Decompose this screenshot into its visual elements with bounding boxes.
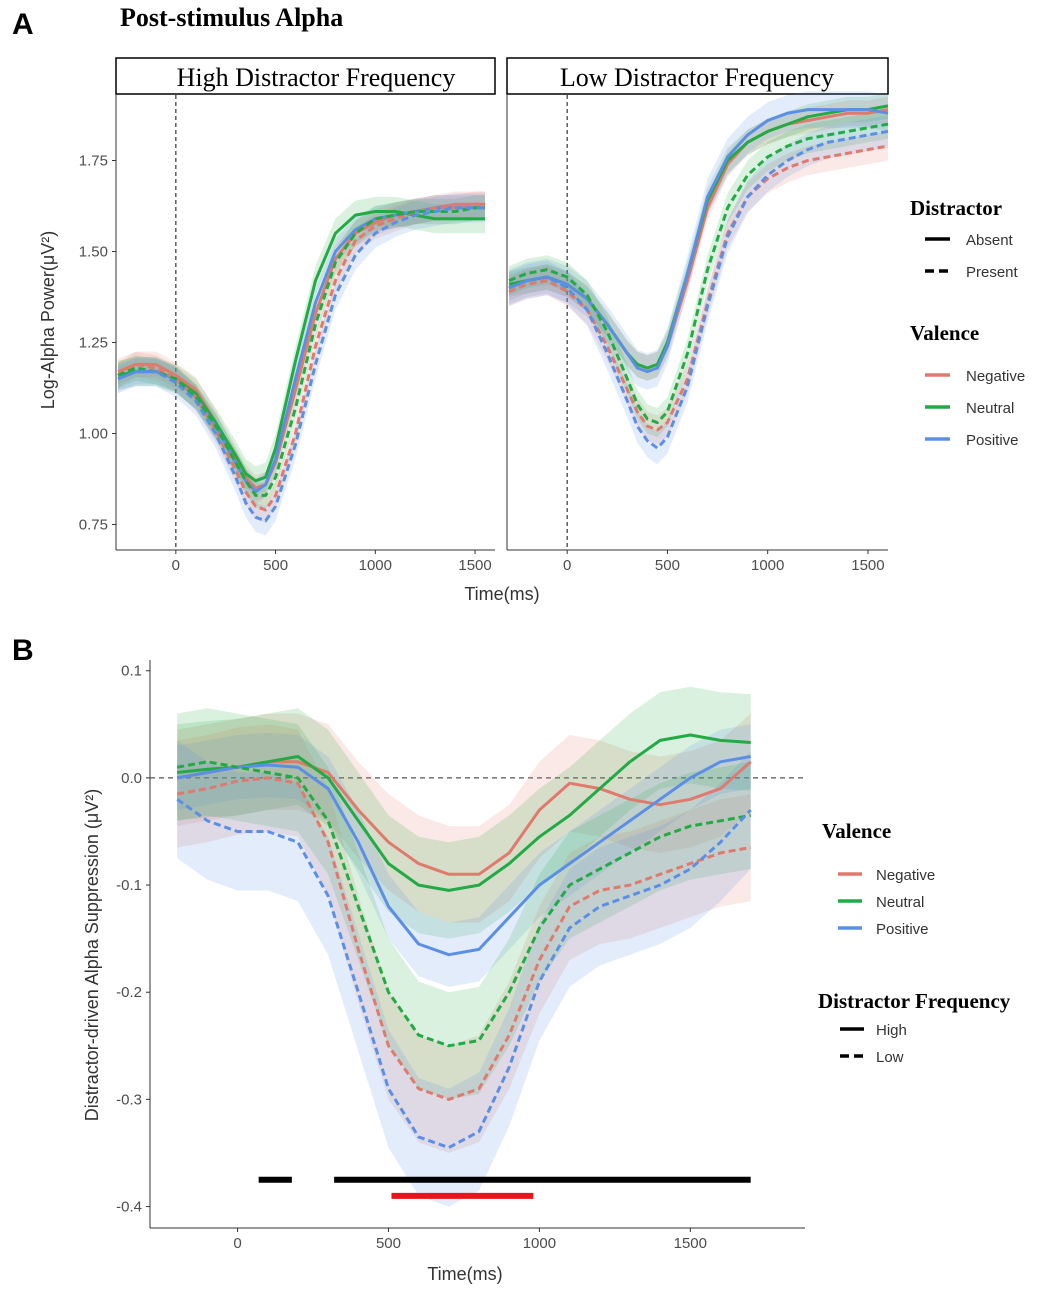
series-line-negative-low bbox=[176, 776, 751, 1101]
facet-strip-high bbox=[115, 57, 496, 95]
legend-panel-b: Valence Negative Neutral Positive Distra… bbox=[818, 819, 1011, 1066]
ribbon-positive-low bbox=[177, 740, 751, 1207]
y-tick-label--0-4: -0.4 bbox=[116, 1199, 142, 1216]
panel-b-xlabel: Time(ms) bbox=[427, 1264, 502, 1284]
legend-b-negative-label: Negative bbox=[876, 867, 935, 884]
panel-b-letter: B bbox=[12, 634, 34, 667]
x-tick-label-0: 0 bbox=[563, 557, 571, 574]
y-tick-label-1-50: 1.50 bbox=[79, 244, 108, 261]
legend-b-low-label: Low bbox=[876, 1049, 904, 1066]
ribbon-neutral-high bbox=[177, 686, 751, 939]
x-tick-label-1000: 1000 bbox=[751, 557, 784, 574]
x-tick-label-1500: 1500 bbox=[458, 557, 491, 574]
panel-b-ylabel: Distractor-driven Alpha Suppression (μV²… bbox=[82, 789, 102, 1122]
y-tick-label--0-1: -0.1 bbox=[116, 877, 142, 894]
x-tick-label-500: 500 bbox=[376, 1235, 401, 1252]
facet-label-low: Low Distractor Frequency bbox=[560, 63, 834, 92]
legend-b-neutral-label: Neutral bbox=[876, 894, 924, 911]
plot-high-frequency: 0 500 1000 1500 0.75 1.00 1.25 1.50 1.75 bbox=[79, 95, 495, 574]
x-tick-label-500: 500 bbox=[655, 557, 680, 574]
y-tick-label--0-3: -0.3 bbox=[116, 1091, 142, 1108]
ribbon-negative-present bbox=[509, 131, 888, 445]
ribbon-neutral-absent bbox=[118, 196, 485, 496]
series-line-negative-present bbox=[508, 144, 889, 432]
panel-a-ylabel: Log-Alpha Power(μV²) bbox=[38, 231, 58, 409]
y-tick-label-1-25: 1.25 bbox=[79, 335, 108, 352]
legend-b-positive-label: Positive bbox=[876, 921, 929, 938]
facet-label-high: High Distractor Frequency bbox=[177, 63, 456, 92]
x-tick-label-1000: 1000 bbox=[359, 557, 392, 574]
series-line-neutral-present bbox=[508, 122, 889, 425]
ribbon-neutral-low bbox=[177, 708, 751, 1100]
ribbon-neutral-present bbox=[118, 195, 485, 509]
x-tick-label-0: 0 bbox=[233, 1235, 241, 1252]
y-tick-label-1-75: 1.75 bbox=[79, 153, 108, 170]
y-tick-label--0-2: -0.2 bbox=[116, 984, 142, 1001]
x-tick-label-1500: 1500 bbox=[674, 1235, 707, 1252]
ribbon-negative-low bbox=[177, 724, 751, 1153]
series-line-positive-low bbox=[176, 798, 752, 1150]
ribbon-positive-present bbox=[509, 115, 888, 465]
series-line-neutral-present bbox=[117, 206, 485, 497]
series-line-positive-present bbox=[508, 129, 889, 450]
series-line-neutral-low bbox=[176, 760, 751, 1048]
y-tick-label-1-00: 1.00 bbox=[79, 426, 108, 443]
ribbon-positive-high bbox=[177, 724, 751, 987]
legend-present-label: Present bbox=[966, 264, 1019, 281]
y-tick-label-0-75: 0.75 bbox=[79, 517, 108, 534]
ribbon-positive-absent bbox=[118, 195, 485, 505]
legend-neutral-label: Neutral bbox=[966, 400, 1014, 417]
ribbon-neutral-present bbox=[509, 109, 888, 438]
series-line-negative-present bbox=[117, 202, 485, 512]
series-line-neutral-high bbox=[177, 733, 751, 892]
y-tick-label-0-0: 0.0 bbox=[121, 770, 142, 787]
facet-strip-low bbox=[506, 57, 889, 95]
panel-a-xlabel: Time(ms) bbox=[464, 584, 539, 604]
x-tick-label-500: 500 bbox=[263, 557, 288, 574]
legend-panel-a: Distractor Absent Present Valence Negati… bbox=[910, 196, 1025, 449]
ribbon-negative-high bbox=[177, 713, 751, 923]
series-line-positive-high bbox=[176, 755, 751, 957]
legend-valence-title: Valence bbox=[910, 321, 979, 345]
legend-b-valence-title: Valence bbox=[822, 819, 891, 843]
y-tick-label-0-1: 0.1 bbox=[121, 663, 142, 680]
plot-low-frequency: 0 500 1000 1500 bbox=[506, 91, 889, 574]
legend-positive-label: Positive bbox=[966, 432, 1019, 449]
panel-a-letter: A bbox=[12, 8, 34, 41]
x-tick-label-1500: 1500 bbox=[851, 557, 884, 574]
legend-absent-label: Absent bbox=[966, 232, 1014, 249]
legend-distractor-title: Distractor bbox=[910, 196, 1002, 220]
panel-a-title: Post-stimulus Alpha bbox=[120, 3, 343, 32]
x-tick-label-0: 0 bbox=[172, 557, 180, 574]
series-line-positive-absent bbox=[508, 108, 889, 374]
series-line-positive-present bbox=[117, 206, 485, 523]
plot-alpha-suppression: 0 500 1000 1500 -0.4 -0.3 -0.2 -0.1 0.0 0.1 bbox=[116, 660, 805, 1252]
legend-negative-label: Negative bbox=[966, 368, 1025, 385]
legend-b-high-label: High bbox=[876, 1022, 907, 1039]
legend-b-frequency-title: Distractor Frequency bbox=[818, 989, 1011, 1013]
x-tick-label-1000: 1000 bbox=[523, 1235, 556, 1252]
